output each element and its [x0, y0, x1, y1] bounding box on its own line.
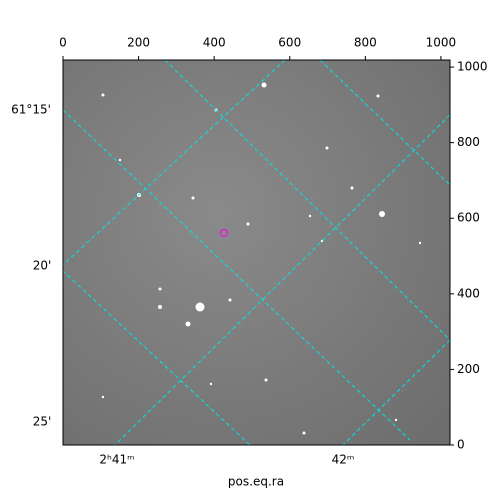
x-axis-label: pos.eq.ra [228, 475, 284, 489]
dec-tick-label: 61°15' [11, 103, 51, 117]
x-tick-label: 400 [203, 36, 226, 50]
ra-tick-label: 2ʰ41ᵐ [99, 453, 134, 467]
x-tick-label: 1000 [426, 36, 457, 50]
x-tick-label: 800 [354, 36, 377, 50]
y-tick-label: 200 [457, 362, 480, 376]
dec-tick-label: 25' [33, 415, 52, 429]
y-tick-label: 600 [457, 211, 480, 225]
y-tick-label: 1000 [457, 60, 488, 74]
y-tick-label: 400 [457, 286, 480, 300]
frame [62, 59, 451, 446]
image [63, 60, 450, 445]
dec-tick-label: 20' [33, 259, 52, 273]
x-tick-label: 600 [278, 36, 301, 50]
target-marker [219, 228, 229, 238]
y-tick-label: 0 [457, 438, 465, 452]
x-tick-label: 200 [127, 36, 150, 50]
coordinate-grid [63, 60, 450, 445]
y-tick-label: 800 [457, 135, 480, 149]
ra-tick-label: 42ᵐ [332, 453, 355, 467]
x-tick-label: 0 [59, 36, 67, 50]
